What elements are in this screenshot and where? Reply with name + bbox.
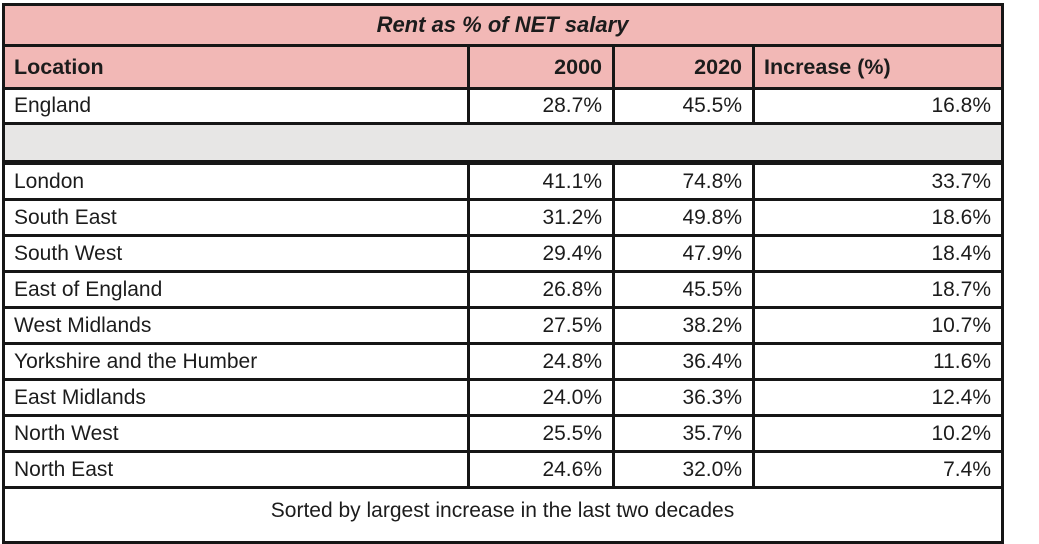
cell-2020: 36.3%: [612, 378, 755, 417]
cell-2020: 49.8%: [612, 198, 755, 237]
table-row-london: London 41.1% 74.8% 33.7%: [2, 161, 1004, 201]
table-row-north-east: North East 24.6% 32.0% 7.4%: [2, 450, 1004, 489]
col-header-2000: 2000: [467, 44, 615, 90]
cell-location: North East: [2, 450, 470, 489]
spacer-row: [2, 122, 1004, 165]
footer-note: Sorted by largest increase in the last t…: [2, 486, 1004, 544]
table-row-west-midlands: West Midlands 27.5% 38.2% 10.7%: [2, 306, 1004, 345]
cell-2020: 35.7%: [612, 414, 755, 453]
cell-location: North West: [2, 414, 470, 453]
cell-increase: 18.6%: [752, 198, 1004, 237]
rent-table-container: Rent as % of NET salary Location 2000 20…: [2, 3, 1012, 544]
table-title-row: Rent as % of NET salary: [2, 3, 1004, 47]
cell-location: South West: [2, 234, 470, 273]
table-row-yorkshire: Yorkshire and the Humber 24.8% 36.4% 11.…: [2, 342, 1004, 381]
cell-increase: 18.7%: [752, 270, 1004, 309]
cell-location: England: [2, 87, 470, 125]
cell-2020: 45.5%: [612, 87, 755, 125]
cell-2000: 24.0%: [467, 378, 615, 417]
cell-location: East Midlands: [2, 378, 470, 417]
cell-2020: 47.9%: [612, 234, 755, 273]
cell-location: West Midlands: [2, 306, 470, 345]
cell-2000: 26.8%: [467, 270, 615, 309]
table-footer-row: Sorted by largest increase in the last t…: [2, 486, 1004, 544]
cell-2000: 29.4%: [467, 234, 615, 273]
cell-2000: 28.7%: [467, 87, 615, 125]
cell-location: East of England: [2, 270, 470, 309]
col-header-2020: 2020: [612, 44, 755, 90]
cell-location: Yorkshire and the Humber: [2, 342, 470, 381]
cell-2020: 74.8%: [612, 161, 755, 201]
table-title: Rent as % of NET salary: [2, 3, 1004, 47]
cell-increase: 18.4%: [752, 234, 1004, 273]
cell-2020: 45.5%: [612, 270, 755, 309]
cell-location: London: [2, 161, 470, 201]
cell-2020: 38.2%: [612, 306, 755, 345]
cell-2000: 25.5%: [467, 414, 615, 453]
cell-increase: 10.2%: [752, 414, 1004, 453]
table-row-north-west: North West 25.5% 35.7% 10.2%: [2, 414, 1004, 453]
table-row-south-west: South West 29.4% 47.9% 18.4%: [2, 234, 1004, 273]
col-header-increase: Increase (%): [752, 44, 1004, 90]
cell-increase: 11.6%: [752, 342, 1004, 381]
spacer-cell: [2, 122, 1004, 165]
cell-increase: 12.4%: [752, 378, 1004, 417]
col-header-location: Location: [2, 44, 470, 90]
cell-2000: 27.5%: [467, 306, 615, 345]
cell-increase: 16.8%: [752, 87, 1004, 125]
table-row-england: England 28.7% 45.5% 16.8%: [2, 87, 1004, 125]
table-header-row: Location 2000 2020 Increase (%): [2, 44, 1004, 90]
cell-2020: 32.0%: [612, 450, 755, 489]
cell-increase: 10.7%: [752, 306, 1004, 345]
cell-location: South East: [2, 198, 470, 237]
cell-2000: 24.6%: [467, 450, 615, 489]
cell-2000: 31.2%: [467, 198, 615, 237]
table-row-east-midlands: East Midlands 24.0% 36.3% 12.4%: [2, 378, 1004, 417]
rent-table: Rent as % of NET salary Location 2000 20…: [2, 3, 1004, 544]
cell-2000: 24.8%: [467, 342, 615, 381]
cell-increase: 33.7%: [752, 161, 1004, 201]
cell-2000: 41.1%: [467, 161, 615, 201]
table-row-south-east: South East 31.2% 49.8% 18.6%: [2, 198, 1004, 237]
cell-2020: 36.4%: [612, 342, 755, 381]
table-row-east-of-england: East of England 26.8% 45.5% 18.7%: [2, 270, 1004, 309]
cell-increase: 7.4%: [752, 450, 1004, 489]
